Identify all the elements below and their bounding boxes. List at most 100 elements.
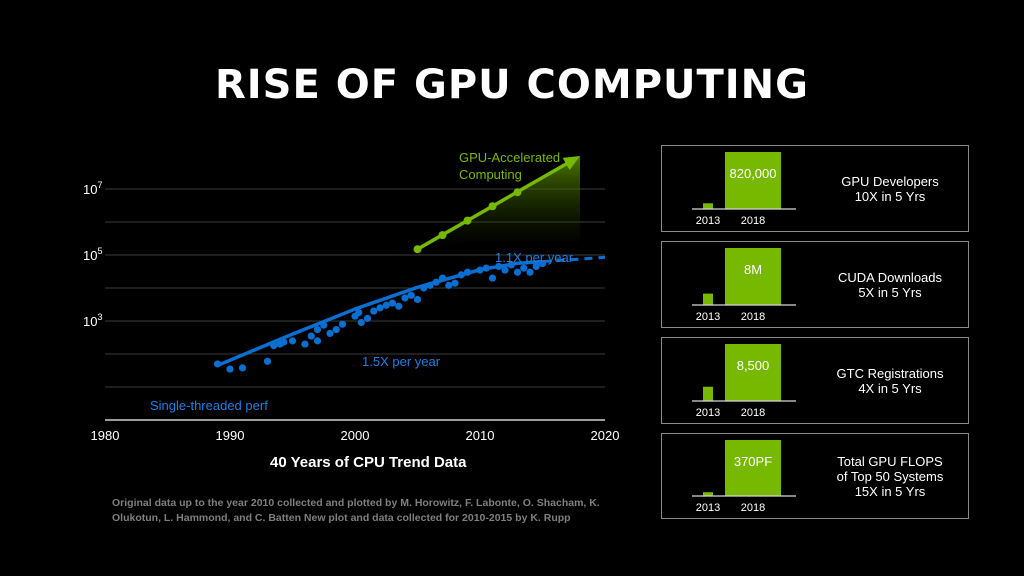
- panel-label: GPU Developers 10X in 5 Yrs: [814, 174, 966, 204]
- x-tick-label: 1990: [216, 428, 245, 443]
- bar-value-label: 8M: [744, 262, 762, 277]
- cpu-data-point: [401, 294, 409, 302]
- bar-2013: [703, 293, 713, 305]
- bar-2013: [703, 492, 713, 496]
- cpu-data-point: [320, 321, 328, 329]
- cpu-data-point: [313, 337, 322, 345]
- cpu-data-point: [388, 299, 397, 307]
- bar-2018: [725, 248, 781, 305]
- bar-category-label: 2013: [696, 311, 720, 323]
- panel-label: CUDA Downloads 5X in 5 Yrs: [814, 270, 966, 300]
- cpu-data-point: [395, 302, 403, 310]
- cpu-data-point: [495, 262, 503, 271]
- cpu-data-point: [476, 266, 484, 274]
- bar-2013: [703, 386, 713, 401]
- cpu-data-point: [238, 364, 247, 372]
- mini-bar-chart: 8M 2013 2018: [692, 248, 796, 323]
- y-tick-exponent: 5: [97, 246, 102, 256]
- cpu-data-point: [357, 318, 365, 327]
- bar-2018: [725, 344, 781, 401]
- cpu-data-point: [451, 279, 459, 287]
- growth-label-1-5x: 1.5X per year: [362, 354, 441, 369]
- panel-label-line: CUDA Downloads: [837, 270, 943, 285]
- x-tick-label: 2000: [341, 428, 370, 443]
- cpu-data-point: [482, 264, 490, 272]
- panel-label-line: GTC Registrations: [836, 366, 944, 381]
- y-tick-exponent: 7: [97, 180, 102, 190]
- bar-2018: [725, 440, 781, 496]
- panel-label: Total GPU FLOPS of Top 50 Systems 15X in 5…: [814, 454, 966, 499]
- bar-category-label: 2018: [741, 407, 765, 419]
- growth-panel: 8,500 2013 2018 GTC Registrations 4X in 5 Yr…: [661, 337, 969, 424]
- gpu-trend-arrowhead: [562, 156, 580, 171]
- cpu-trend-projection: [542, 255, 606, 264]
- cpu-data-point: [463, 268, 472, 276]
- cpu-data-point: [407, 291, 415, 299]
- cpu-data-point: [382, 301, 390, 309]
- cpu-data-point: [432, 278, 440, 286]
- x-tick-label: 2020: [591, 428, 620, 443]
- cpu-data-point: [538, 259, 547, 268]
- bar-value-label: 820,000: [730, 166, 777, 181]
- cpu-data-point: [376, 304, 384, 312]
- page-title: RISE OF GPU COMPUTING: [215, 62, 809, 108]
- cpu-data-point: [288, 337, 297, 345]
- cpu-data-point: [526, 268, 534, 276]
- cpu-data-point: [213, 360, 222, 368]
- y-tick-base: 10: [83, 182, 97, 197]
- cpu-data-point: [420, 284, 428, 292]
- growth-panel: 370PF 2013 2018 Total GPU FLOPS of Top 50 Sy…: [661, 433, 969, 519]
- cpu-data-point: [520, 264, 528, 272]
- cpu-data-point: [438, 274, 447, 282]
- cpu-data-point: [301, 340, 309, 348]
- panel-label-line: 4X in 5 Yrs: [858, 381, 922, 396]
- cpu-data-point: [532, 262, 540, 271]
- bar-category-label: 2013: [696, 407, 720, 419]
- panel-label-line: 15X in 5 Yrs: [854, 484, 926, 499]
- bar-2018: [725, 152, 781, 209]
- bar-value-label: 8,500: [737, 358, 770, 373]
- gpu-data-point: [488, 202, 497, 211]
- cpu-data-point: [226, 365, 234, 373]
- series-label-gpu-line2: Computing: [459, 167, 522, 182]
- growth-panel: 8M 2013 2018 CUDA Downloads 5X in 5 Yrs: [661, 241, 969, 328]
- cpu-data-point: [280, 338, 288, 346]
- y-tick-base: 10: [83, 314, 97, 329]
- bar-category-label: 2018: [741, 215, 765, 227]
- bar-category-label: 2018: [741, 502, 765, 514]
- cpu-data-point: [513, 268, 522, 276]
- series-label-single-threaded: Single-threaded perf: [150, 398, 268, 413]
- cpu-data-point: [355, 308, 363, 317]
- cpu-data-point: [507, 261, 515, 269]
- gpu-data-point: [438, 231, 447, 240]
- y-tick-exponent: 3: [97, 312, 102, 322]
- cpu-data-point: [263, 357, 272, 365]
- series-label-gpu-accelerated: GPU-Accelerated Computing: [459, 150, 560, 182]
- y-tick-label: 107: [83, 180, 102, 197]
- bar-2013: [703, 203, 713, 209]
- cpu-data-point: [501, 266, 509, 274]
- x-axis-caption: 40 Years of CPU Trend Data: [270, 454, 467, 471]
- bar-category-label: 2013: [696, 502, 720, 514]
- cpu-data-point: [488, 274, 497, 282]
- gpu-data-point: [463, 216, 472, 225]
- gpu-data-point: [513, 188, 522, 197]
- panel-label: GTC Registrations 4X in 5 Yrs: [814, 366, 966, 396]
- cpu-data-point: [413, 295, 422, 304]
- x-tick-label: 1980: [91, 428, 120, 443]
- cpu-data-point: [338, 320, 347, 328]
- cpu-data-point: [270, 341, 278, 350]
- panel-label-line: 5X in 5 Yrs: [858, 285, 922, 300]
- cpu-data-point: [370, 307, 378, 315]
- y-tick-base: 10: [83, 248, 97, 263]
- cpu-data-point: [363, 314, 372, 322]
- panel-label-line: of Top 50 Systems: [836, 469, 944, 484]
- y-tick-label: 103: [83, 312, 102, 329]
- cpu-data-point: [445, 281, 453, 289]
- panel-label-line: 10X in 5 Yrs: [854, 189, 926, 204]
- cpu-gpu-trend-chart: 1980 1990 2000 2010 2020107105103Single-thre…: [83, 150, 620, 443]
- bar-category-label: 2013: [696, 215, 720, 227]
- growth-panel: 820,000 2013 2018 GPU Developers 10X in 5 Yr…: [661, 145, 969, 232]
- cpu-data-point: [307, 332, 315, 340]
- cpu-data-point: [326, 329, 334, 338]
